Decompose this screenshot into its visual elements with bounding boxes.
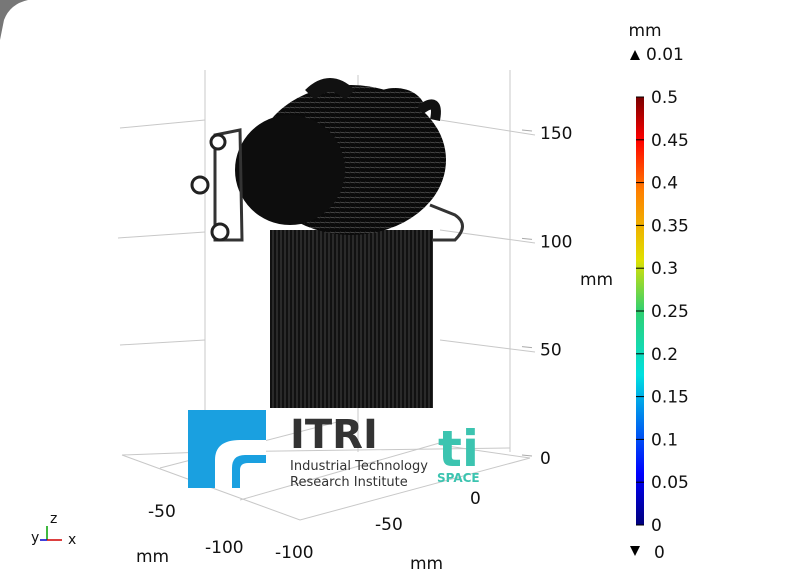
colorbar-min: 0 <box>654 543 665 563</box>
z-tick <box>522 130 532 131</box>
logo-text: SPACE <box>437 471 480 485</box>
colorbar-tick-label: 0.3 <box>651 259 678 279</box>
colorbar-tick-label: 0.05 <box>651 473 689 493</box>
triad-label: z <box>50 511 57 527</box>
colorbar-tick-label: 0.35 <box>651 216 689 236</box>
logo-text: Industrial Technology <box>290 459 428 474</box>
ti-logo: ti SPACE <box>437 420 480 485</box>
colorbar-unit: mm <box>628 21 661 41</box>
axis-triad: z y x <box>31 511 76 548</box>
max-marker <box>630 50 640 60</box>
z-tick <box>522 347 532 348</box>
x-tick-label: -50 <box>148 502 176 522</box>
axis-unit: mm <box>580 270 613 290</box>
viewport: ITRI Industrial Technology Research Inst… <box>0 0 790 575</box>
y-tick-label: -100 <box>275 543 314 563</box>
axis-unit: mm <box>136 547 169 567</box>
triad-label: x <box>68 532 76 548</box>
colorbar-tick-label: 0.45 <box>651 131 689 151</box>
z-tick-label: 150 <box>540 124 572 144</box>
colorbar-tick-label: 0.5 <box>651 88 678 108</box>
logo-title: ITRI <box>290 412 378 458</box>
colorbar-tick-label: 0 <box>651 516 662 536</box>
model <box>192 85 463 408</box>
z-tick <box>522 238 532 239</box>
logo-title: ti <box>438 420 479 478</box>
x-tick-label: -100 <box>205 538 244 558</box>
colorbar-tick-label: 0.1 <box>651 430 678 450</box>
colorbar-tick-label: 0.15 <box>651 388 689 408</box>
z-tick <box>522 455 532 456</box>
z-tick-label: 100 <box>540 232 572 252</box>
colorbar-tick-label: 0.2 <box>651 345 678 365</box>
logo-text: Research Institute <box>290 475 408 490</box>
z-tick-label: 0 <box>540 449 551 469</box>
z-tick-label: 50 <box>540 341 562 361</box>
y-tick-label: -50 <box>375 515 403 535</box>
corner-shade <box>0 0 28 40</box>
colorbar-max: 0.01 <box>646 45 684 65</box>
min-marker <box>630 546 640 556</box>
triad-label: y <box>31 530 39 546</box>
y-tick-label: 0 <box>470 489 481 509</box>
colorbar-tick-label: 0.25 <box>651 302 689 322</box>
axis-unit: mm <box>410 554 443 574</box>
colorbar-tick-label: 0.4 <box>651 174 678 194</box>
